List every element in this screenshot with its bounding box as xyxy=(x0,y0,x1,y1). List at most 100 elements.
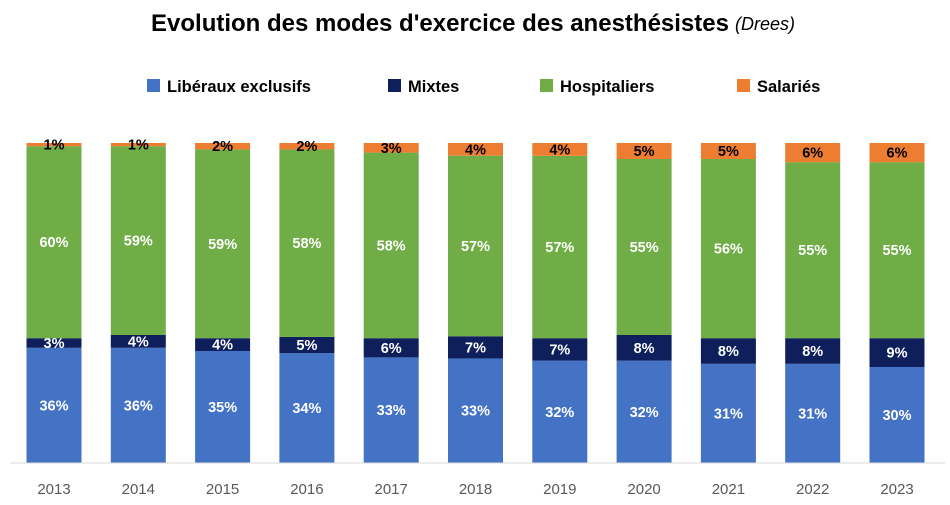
x-tick-label: 2018 xyxy=(459,481,492,498)
bar-segment xyxy=(195,338,251,351)
bar-segment xyxy=(363,143,419,153)
legend-label: Mixtes xyxy=(408,78,459,96)
data-label: 33% xyxy=(461,404,490,420)
data-label: 4% xyxy=(549,142,570,158)
data-label: 57% xyxy=(545,240,574,256)
x-tick-label: 2013 xyxy=(37,481,70,498)
bar-segment xyxy=(700,143,756,159)
x-tick-label: 2016 xyxy=(290,481,323,498)
data-label: 33% xyxy=(377,403,406,419)
bar-segment xyxy=(785,143,841,163)
data-label: 6% xyxy=(887,146,908,162)
bar-segment xyxy=(195,351,251,463)
x-tick-label: 2019 xyxy=(543,481,576,498)
data-label: 8% xyxy=(802,344,823,360)
data-label: 32% xyxy=(545,405,574,421)
data-label: 59% xyxy=(208,237,237,253)
data-label: 55% xyxy=(882,243,911,259)
data-label: 2% xyxy=(212,139,233,155)
data-label: 1% xyxy=(128,138,149,154)
bar-segment xyxy=(363,357,419,463)
bar-segment xyxy=(363,338,419,358)
bar-segment xyxy=(448,155,503,337)
data-label: 31% xyxy=(714,406,743,422)
bar-segment xyxy=(532,143,588,156)
bar-segment xyxy=(700,338,756,364)
legend-swatch xyxy=(737,79,750,92)
bar-segment xyxy=(532,155,588,339)
data-label: 57% xyxy=(461,239,490,255)
bar-segment xyxy=(26,146,82,339)
chart-legend: Libéraux exclusifs Mixtes Hospitaliers Sala… xyxy=(147,78,820,96)
data-label: 4% xyxy=(465,142,486,158)
bar-segment xyxy=(785,162,841,339)
x-tick-label: 2014 xyxy=(122,481,155,498)
data-label: 55% xyxy=(630,240,659,256)
data-label: 4% xyxy=(128,334,149,350)
bar-segment xyxy=(616,143,672,159)
x-tick-labels: 2013 2014 2015 2016 2017 2018 2019 2020 2021 2022… xyxy=(37,481,913,498)
x-tick-label: 2015 xyxy=(206,481,239,498)
legend-swatch xyxy=(388,79,401,92)
data-label: 6% xyxy=(802,146,823,162)
bar-segment xyxy=(110,335,166,348)
bar-segment xyxy=(279,149,335,337)
bars-group: 36% 3% 60% 1% 36% 4% 59% 1% 35% 4% 59% 2% 34% 5% 58% 2%… xyxy=(26,138,925,463)
data-label: 1% xyxy=(44,138,65,154)
data-label: 4% xyxy=(212,338,233,354)
data-label: 30% xyxy=(882,408,911,424)
data-label: 34% xyxy=(292,401,321,417)
data-label: 7% xyxy=(465,340,486,356)
bar-segment xyxy=(700,363,756,463)
bar-segment xyxy=(616,360,672,463)
data-label: 2% xyxy=(296,139,317,155)
bar-segment xyxy=(26,338,82,348)
bar-segment xyxy=(279,353,335,463)
bar-segment xyxy=(195,143,251,150)
legend-swatch xyxy=(540,79,553,92)
bar-segment xyxy=(279,143,335,150)
bar-segment xyxy=(448,336,503,359)
x-tick-label: 2021 xyxy=(712,481,745,498)
bar-segment xyxy=(110,347,166,463)
bar-segment xyxy=(616,335,672,361)
data-label: 55% xyxy=(798,243,827,259)
bar-segment xyxy=(110,146,166,335)
data-label: 8% xyxy=(718,344,739,360)
data-label: 59% xyxy=(124,234,153,250)
bar-segment xyxy=(195,149,251,339)
data-label: 5% xyxy=(296,338,317,354)
data-label: 6% xyxy=(381,341,402,357)
bar-segment xyxy=(279,336,335,354)
bar-segment xyxy=(532,338,588,361)
data-label: 8% xyxy=(634,341,655,357)
x-tick-label: 2023 xyxy=(880,481,913,498)
x-tick-label: 2020 xyxy=(627,481,660,498)
bar-segment xyxy=(785,338,841,364)
data-label: 9% xyxy=(887,346,908,362)
bar-segment xyxy=(363,152,419,339)
bar-segment xyxy=(785,363,841,463)
data-label: 60% xyxy=(39,235,68,251)
bar-segment xyxy=(700,159,756,339)
bar-segment xyxy=(869,367,925,463)
bar-segment xyxy=(110,143,166,147)
x-tick-label: 2017 xyxy=(375,481,408,498)
data-label: 58% xyxy=(377,238,406,254)
bar-segment xyxy=(869,338,925,367)
data-label: 5% xyxy=(634,144,655,160)
chart-title: Evolution des modes d'exercice des anest… xyxy=(151,10,729,37)
data-label: 31% xyxy=(798,406,827,422)
data-label: 7% xyxy=(549,342,570,358)
chart-subtitle: (Drees) xyxy=(735,14,795,34)
bar-segment xyxy=(869,162,925,339)
bar-segment xyxy=(26,347,82,463)
bar-segment xyxy=(616,159,672,335)
x-tick-label: 2022 xyxy=(796,481,829,498)
data-label: 3% xyxy=(44,336,65,352)
data-label: 56% xyxy=(714,242,743,258)
data-label: 32% xyxy=(630,405,659,421)
data-label: 36% xyxy=(124,398,153,414)
